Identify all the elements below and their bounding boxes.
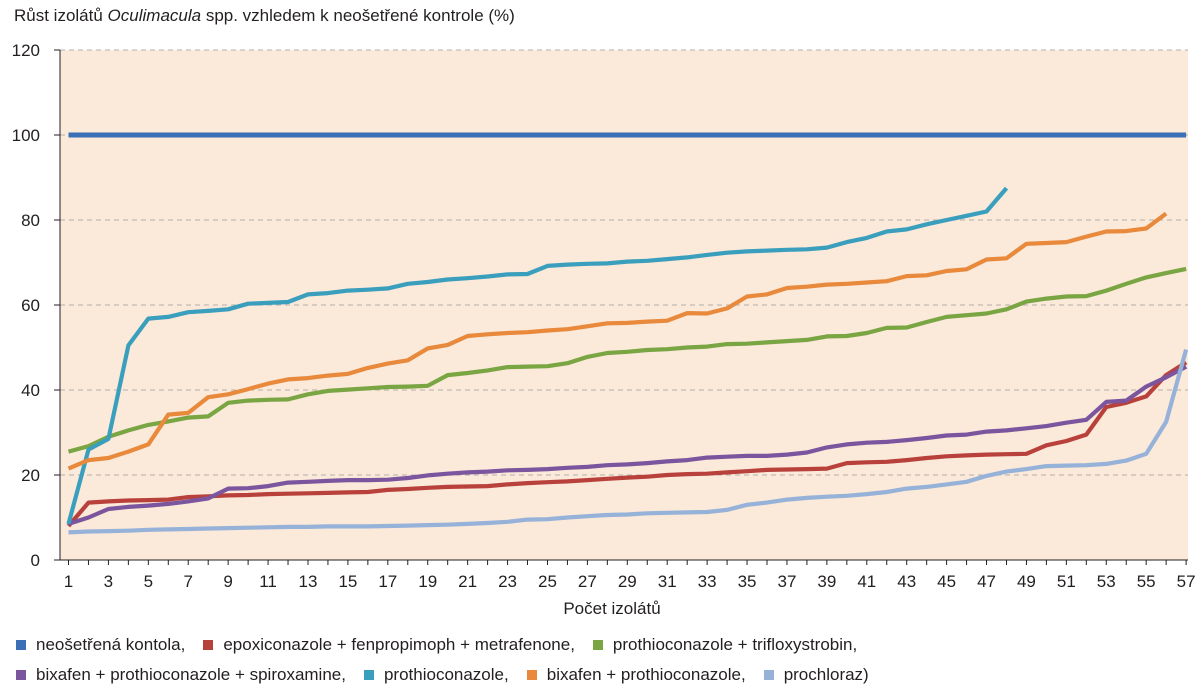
legend-item: epoxiconazole + fenpropimoph + metrafeno… — [199, 635, 575, 655]
legend-item: neošetřená kontola, — [12, 635, 185, 655]
x-tick-label-31: 31 — [658, 572, 677, 591]
x-tick-label-55: 55 — [1137, 572, 1156, 591]
x-tick-label-47: 47 — [977, 572, 996, 591]
legend-swatch — [16, 640, 26, 650]
x-tick-label-33: 33 — [698, 572, 717, 591]
x-tick-label-1: 1 — [64, 572, 73, 591]
y-tick-label-80: 80 — [21, 211, 40, 230]
legend-swatch — [16, 670, 26, 680]
x-tick-label-39: 39 — [817, 572, 836, 591]
chart-title: Růst izolátů Oculimacula spp. vzhledem k… — [14, 6, 515, 26]
legend-label: bixafen + prothioconazole + spiroxamine, — [36, 665, 346, 684]
x-tick-label-29: 29 — [618, 572, 637, 591]
x-tick-label-17: 17 — [378, 572, 397, 591]
series-line-3 — [67, 266, 1187, 454]
y-tick-label-60: 60 — [21, 296, 40, 315]
series-line-5 — [66, 186, 1009, 525]
x-tick-label-23: 23 — [498, 572, 517, 591]
x-tick-label-7: 7 — [184, 572, 193, 591]
legend-label: prochloraz) — [783, 665, 869, 684]
x-tick-label-41: 41 — [857, 572, 876, 591]
x-tick-label-35: 35 — [738, 572, 757, 591]
legend-swatch — [363, 670, 374, 680]
x-tick-label-37: 37 — [777, 572, 796, 591]
legend-item: prothioconazole, — [360, 665, 509, 685]
x-tick-label-19: 19 — [418, 572, 437, 591]
x-axis-label: Počet izolátů — [563, 599, 660, 618]
legend: neošetřená kontola, epoxiconazole + fenpr… — [12, 630, 1192, 690]
legend-label: bixafen + prothioconazole, — [546, 665, 746, 684]
chart-title-prefix: Růst izolátů — [14, 6, 108, 25]
legend-item: prochloraz) — [760, 665, 869, 685]
x-tick-label-11: 11 — [259, 572, 277, 591]
y-tick-label-20: 20 — [21, 466, 40, 485]
series-line-6 — [67, 211, 1168, 471]
x-tick-label-9: 9 — [223, 572, 232, 591]
y-tick-label-120: 120 — [12, 41, 40, 60]
x-tick-label-15: 15 — [338, 572, 357, 591]
y-tick-label-40: 40 — [21, 381, 40, 400]
y-axis-ticks: 0 20 40 60 80 100 120 — [12, 41, 40, 570]
series-line-7 — [68, 349, 1189, 535]
y-tick-label-100: 100 — [12, 126, 40, 145]
legend-label: prothioconazole, — [383, 665, 509, 684]
x-axis-ticks: 1 3 5 7 9 11 13 15 17 19 21 23 25 27 29 31 33 35 37 39 41 43 4… — [64, 560, 1196, 591]
legend-item: bixafen + prothioconazole, — [523, 665, 746, 685]
x-tick-label-5: 5 — [144, 572, 153, 591]
legend-row: bixafen + prothioconazole + spiroxamine,… — [12, 660, 1192, 690]
y-tick-label-0: 0 — [31, 551, 40, 570]
x-tick-label-57: 57 — [1177, 572, 1196, 591]
series-line-4 — [67, 364, 1188, 526]
legend-swatch — [763, 670, 774, 680]
x-tick-label-3: 3 — [104, 572, 113, 591]
chart-title-genus: Oculimacula — [107, 6, 202, 25]
x-tick-label-49: 49 — [1017, 572, 1036, 591]
legend-swatch — [203, 640, 214, 650]
legend-item: prothioconazole + trifloxystrobin, — [589, 635, 857, 655]
legend-item: bixafen + prothioconazole + spiroxamine, — [12, 665, 346, 685]
x-tick-label-43: 43 — [897, 572, 916, 591]
legend-row: neošetřená kontola, epoxiconazole + fenpr… — [12, 630, 1192, 660]
x-tick-label-21: 21 — [458, 572, 477, 591]
legend-label: prothioconazole + trifloxystrobin, — [612, 635, 858, 654]
x-tick-label-53: 53 — [1097, 572, 1116, 591]
legend-label: epoxiconazole + fenpropimoph + metrafeno… — [223, 635, 575, 654]
x-tick-label-13: 13 — [299, 572, 318, 591]
series-lines — [66, 132, 1189, 535]
x-tick-label-27: 27 — [578, 572, 597, 591]
legend-label: neošetřená kontola, — [36, 635, 186, 654]
legend-swatch — [526, 670, 537, 680]
x-tick-label-25: 25 — [538, 572, 557, 591]
x-tick-label-51: 51 — [1057, 572, 1076, 591]
x-tick-label-45: 45 — [937, 572, 956, 591]
series-line-2 — [66, 360, 1188, 528]
chart-title-suffix: spp. vzhledem k neošetřené kontrole (%) — [201, 6, 515, 25]
legend-swatch — [592, 640, 603, 650]
